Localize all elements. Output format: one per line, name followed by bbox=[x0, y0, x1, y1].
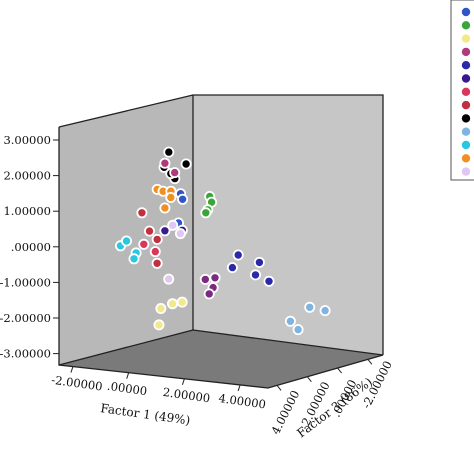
data-point bbox=[200, 207, 212, 219]
data-point bbox=[166, 298, 178, 310]
x-tick-mark bbox=[70, 366, 74, 373]
data-point bbox=[163, 273, 175, 285]
x-tick-mark bbox=[126, 372, 130, 379]
data-point bbox=[253, 256, 265, 268]
data-point bbox=[263, 275, 275, 287]
data-point bbox=[159, 225, 171, 237]
x-tick-mark bbox=[181, 378, 185, 385]
z-tick-mark bbox=[337, 367, 342, 374]
legend-swatch bbox=[460, 72, 472, 85]
data-point bbox=[169, 167, 181, 179]
x-axis-title: Factor 1 (49%) bbox=[100, 401, 192, 427]
legend-swatch bbox=[460, 32, 472, 45]
legend-swatch bbox=[460, 19, 472, 32]
legend-swatch bbox=[460, 152, 472, 165]
z-tick-mark bbox=[276, 385, 282, 391]
data-point bbox=[167, 219, 179, 231]
data-point bbox=[163, 146, 175, 158]
data-point bbox=[226, 262, 238, 274]
z-tick-mark bbox=[306, 376, 312, 383]
data-point bbox=[155, 302, 167, 314]
data-point bbox=[151, 233, 163, 245]
data-point bbox=[128, 253, 140, 265]
plot-walls bbox=[58, 94, 384, 389]
back-wall bbox=[193, 95, 383, 355]
x-tick-label: -2.00000 bbox=[51, 373, 104, 394]
y-tick-label: .00000 bbox=[11, 240, 51, 254]
data-point bbox=[159, 202, 171, 214]
data-point bbox=[199, 273, 211, 285]
data-point bbox=[165, 191, 177, 203]
y-tick-label: 2.00000 bbox=[3, 169, 51, 183]
data-point bbox=[209, 272, 221, 284]
data-point bbox=[292, 324, 304, 336]
data-point bbox=[121, 235, 133, 247]
y-tick-label: -1.00000 bbox=[0, 275, 51, 289]
x-tick-label: 2.00000 bbox=[162, 385, 211, 405]
data-point bbox=[284, 315, 296, 327]
legend bbox=[450, 0, 474, 181]
data-point bbox=[143, 225, 155, 237]
data-point bbox=[174, 228, 186, 240]
data-point bbox=[159, 157, 171, 169]
legend-swatch bbox=[460, 139, 472, 151]
legend-swatch bbox=[460, 59, 472, 71]
legend-swatch bbox=[460, 6, 472, 18]
x-tick-label: 4.00000 bbox=[218, 391, 267, 411]
y-tick-label: 3.00000 bbox=[3, 133, 51, 147]
legend-swatch bbox=[460, 165, 472, 178]
legend-swatch bbox=[460, 112, 472, 125]
x-tick-label: .00000 bbox=[106, 379, 148, 398]
data-point bbox=[153, 319, 165, 331]
data-point bbox=[249, 269, 261, 281]
data-point bbox=[232, 249, 244, 261]
legend-swatch bbox=[460, 46, 472, 58]
data-point bbox=[176, 296, 188, 308]
legend-swatch bbox=[460, 125, 472, 138]
legend-swatch bbox=[460, 86, 472, 98]
y-tick-label: -3.00000 bbox=[0, 347, 51, 361]
data-point bbox=[203, 288, 215, 300]
data-point bbox=[151, 257, 163, 269]
z-tick-mark bbox=[367, 359, 373, 365]
data-point bbox=[304, 301, 316, 313]
data-point bbox=[319, 305, 331, 317]
y-axis-ticks: 3.00000 2.00000 1.00000 .00000 -1.00000 -2.00… bbox=[0, 133, 59, 361]
data-point bbox=[180, 158, 192, 170]
x-tick-mark bbox=[237, 384, 241, 392]
data-point bbox=[136, 207, 148, 219]
data-points bbox=[115, 146, 331, 336]
data-point bbox=[138, 238, 150, 250]
data-point bbox=[149, 246, 161, 258]
y-tick-label: 1.00000 bbox=[3, 204, 51, 218]
legend-swatch bbox=[460, 99, 472, 111]
data-point bbox=[177, 193, 189, 205]
y-tick-label: -2.00000 bbox=[0, 311, 51, 325]
